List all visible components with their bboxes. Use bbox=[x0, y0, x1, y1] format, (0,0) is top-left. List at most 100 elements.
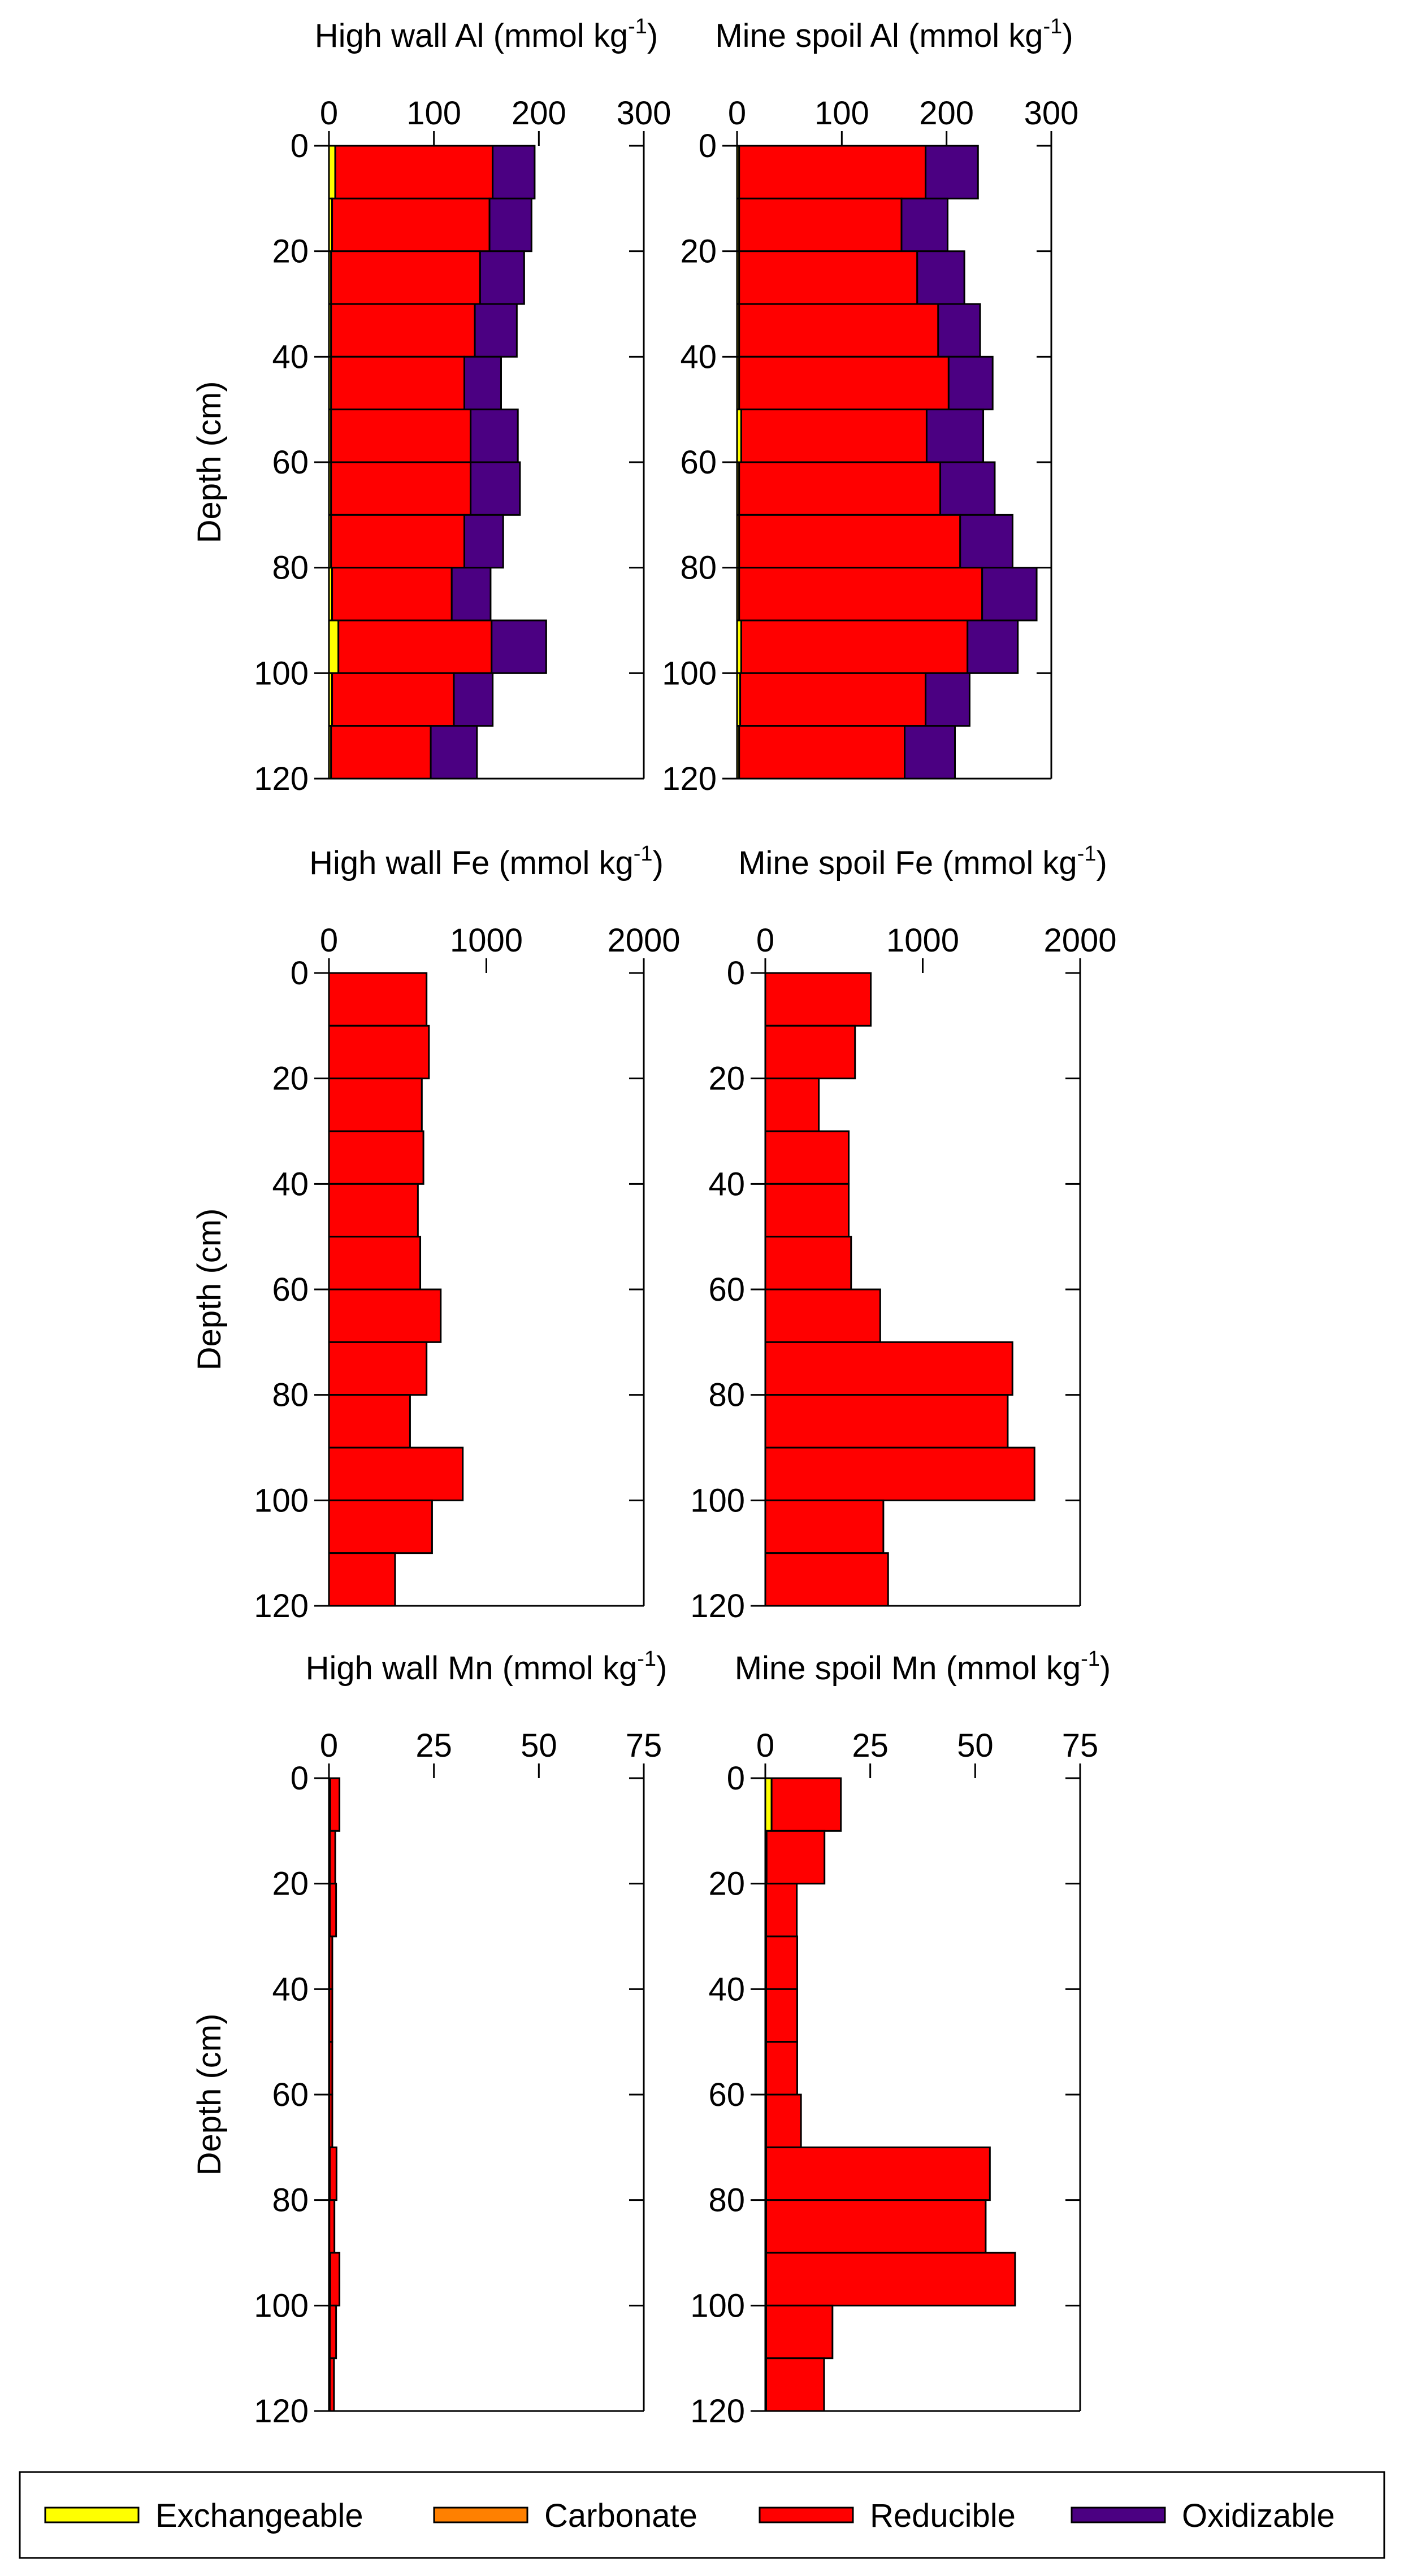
bar-reducible-80cm bbox=[328, 2199, 336, 2254]
depth-tick-label-100: 100 bbox=[690, 2287, 745, 2324]
bar-reducible-90cm bbox=[329, 2252, 341, 2306]
panel-title-text: High wall Mn (mmol kg bbox=[306, 1650, 638, 1687]
depth-tick-label-40: 40 bbox=[708, 1971, 745, 2008]
panel-6: Mine spoil Mn (mmol kg-1) 0 25 50 75 0 20 40 60 8… bbox=[690, 1647, 1111, 2430]
panel-title: Mine spoil Mn (mmol kg-1) bbox=[735, 1647, 1111, 1687]
depth-tick-label-100: 100 bbox=[662, 655, 717, 692]
bar-oxidizable-0cm bbox=[492, 145, 536, 199]
bar-oxidizable-10cm bbox=[488, 197, 532, 253]
bar-reducible-10cm bbox=[328, 1830, 336, 1885]
bar-reducible-0cm bbox=[764, 972, 872, 1027]
bar-reducible-10cm bbox=[328, 1024, 430, 1080]
bars bbox=[328, 1777, 341, 2412]
depth-axis-label: Depth (cm) bbox=[191, 381, 228, 544]
depth-tick-label-100: 100 bbox=[254, 1482, 309, 1519]
depth-tick-label-40: 40 bbox=[272, 1166, 309, 1202]
bar-reducible-80cm bbox=[328, 1394, 411, 1449]
bar-reducible-60cm bbox=[765, 2093, 802, 2148]
x-tick-label-100: 100 bbox=[814, 95, 869, 132]
bar-reducible-0cm bbox=[334, 145, 494, 199]
depth-tick-label-60: 60 bbox=[680, 444, 717, 481]
bar-reducible-100cm bbox=[739, 672, 927, 727]
depth-tick-label-60: 60 bbox=[272, 444, 309, 481]
bar-reducible-100cm bbox=[331, 672, 455, 727]
bar-oxidizable-10cm bbox=[900, 197, 949, 253]
panel-4: Mine spoil Fe (mmol kg-1) 0 1000 2000 0 20 40 6… bbox=[690, 842, 1116, 1624]
bars bbox=[736, 145, 1038, 780]
bar-reducible-40cm bbox=[328, 1988, 333, 2043]
bar-reducible-70cm bbox=[328, 2146, 337, 2201]
panel-1: High wall Al (mmol kg-1) 0 100 200 300 0 20 40 6… bbox=[191, 15, 671, 797]
x-tick-label-1000: 1000 bbox=[450, 922, 523, 959]
legend-swatch-oxidizable bbox=[1071, 2507, 1166, 2523]
bar-oxidizable-110cm bbox=[430, 725, 478, 780]
bar-reducible-30cm bbox=[328, 1130, 424, 1185]
bar-reducible-20cm bbox=[764, 1078, 820, 1132]
panel-title-text: Mine spoil Mn (mmol kg bbox=[735, 1650, 1081, 1687]
bar-reducible-80cm bbox=[331, 567, 453, 622]
bar-reducible-70cm bbox=[330, 514, 466, 569]
bar-reducible-90cm bbox=[328, 1446, 464, 1501]
depth-tick-label-40: 40 bbox=[272, 338, 309, 375]
bar-reducible-30cm bbox=[765, 1935, 798, 1990]
depth-tick-label-80: 80 bbox=[708, 1377, 745, 1414]
bar-oxidizable-70cm bbox=[463, 514, 504, 569]
bar-oxidizable-80cm bbox=[981, 567, 1038, 622]
bar-reducible-50cm bbox=[328, 1236, 422, 1291]
bar-reducible-70cm bbox=[328, 1341, 428, 1396]
depth-tick-label-80: 80 bbox=[708, 2182, 745, 2219]
panel-title-close: ) bbox=[647, 18, 658, 54]
x-tick-label-300: 300 bbox=[1024, 95, 1079, 132]
depth-tick-label-120: 120 bbox=[662, 761, 717, 797]
bar-reducible-20cm bbox=[330, 250, 481, 305]
depth-tick-label-100: 100 bbox=[690, 1482, 745, 1519]
bar-reducible-20cm bbox=[738, 250, 918, 305]
depth-tick-label-80: 80 bbox=[272, 550, 309, 587]
panel-title-text: High wall Fe (mmol kg bbox=[309, 845, 634, 881]
bar-oxidizable-90cm bbox=[967, 619, 1019, 674]
bar-reducible-60cm bbox=[328, 2093, 333, 2148]
panel-title: High wall Al (mmol kg-1) bbox=[315, 15, 658, 54]
depth-tick-label-20: 20 bbox=[708, 1061, 745, 1097]
panel-title-superscript: -1 bbox=[1043, 15, 1063, 38]
bar-exchangeable-0cm bbox=[328, 145, 336, 199]
depth-tick-label-40: 40 bbox=[708, 1166, 745, 1202]
depth-tick-label-120: 120 bbox=[254, 761, 309, 797]
bar-reducible-60cm bbox=[330, 461, 472, 516]
bar-reducible-10cm bbox=[764, 1024, 856, 1080]
depth-tick-label-0: 0 bbox=[727, 955, 745, 992]
bar-reducible-90cm bbox=[765, 2252, 1016, 2306]
legend-label-exchangeable: Exchangeable bbox=[155, 2497, 363, 2534]
panel-title-text: High wall Al (mmol kg bbox=[315, 18, 628, 54]
bars bbox=[328, 972, 464, 1607]
bar-oxidizable-90cm bbox=[491, 619, 547, 674]
bar-reducible-50cm bbox=[330, 409, 472, 463]
x-tick-label-25: 25 bbox=[852, 1727, 889, 1764]
panel-title: Mine spoil Fe (mmol kg-1) bbox=[738, 842, 1107, 881]
depth-axis-label: Depth (cm) bbox=[191, 1209, 228, 1371]
x-tick-label-0: 0 bbox=[756, 922, 774, 959]
x-tick-label-2000: 2000 bbox=[607, 922, 680, 959]
bar-reducible-20cm bbox=[765, 1883, 798, 1938]
bar-reducible-50cm bbox=[765, 2041, 798, 2096]
panel-title-superscript: -1 bbox=[1077, 842, 1097, 866]
panel-3: High wall Fe (mmol kg-1) 0 1000 2000 0 20 40 60… bbox=[191, 842, 681, 1624]
x-tick-label-100: 100 bbox=[406, 95, 461, 132]
bar-reducible-50cm bbox=[328, 2041, 333, 2096]
panel-title: High wall Fe (mmol kg-1) bbox=[309, 842, 664, 881]
bar-reducible-30cm bbox=[330, 303, 476, 358]
legend-swatch-reducible bbox=[759, 2507, 854, 2523]
bar-reducible-20cm bbox=[328, 1883, 337, 1938]
x-tick-label-0: 0 bbox=[756, 1727, 774, 1764]
bar-oxidizable-80cm bbox=[450, 567, 492, 622]
bar-reducible-30cm bbox=[764, 1130, 850, 1185]
bar-oxidizable-20cm bbox=[479, 250, 525, 305]
depth-tick-label-80: 80 bbox=[272, 1377, 309, 1414]
bar-reducible-70cm bbox=[738, 514, 961, 569]
depth-tick-label-0: 0 bbox=[699, 128, 717, 164]
bar-reducible-30cm bbox=[328, 1935, 333, 1990]
bar-reducible-80cm bbox=[738, 567, 983, 622]
bar-reducible-80cm bbox=[764, 1394, 1009, 1449]
bar-reducible-30cm bbox=[738, 303, 939, 358]
bar-reducible-40cm bbox=[764, 1183, 850, 1238]
